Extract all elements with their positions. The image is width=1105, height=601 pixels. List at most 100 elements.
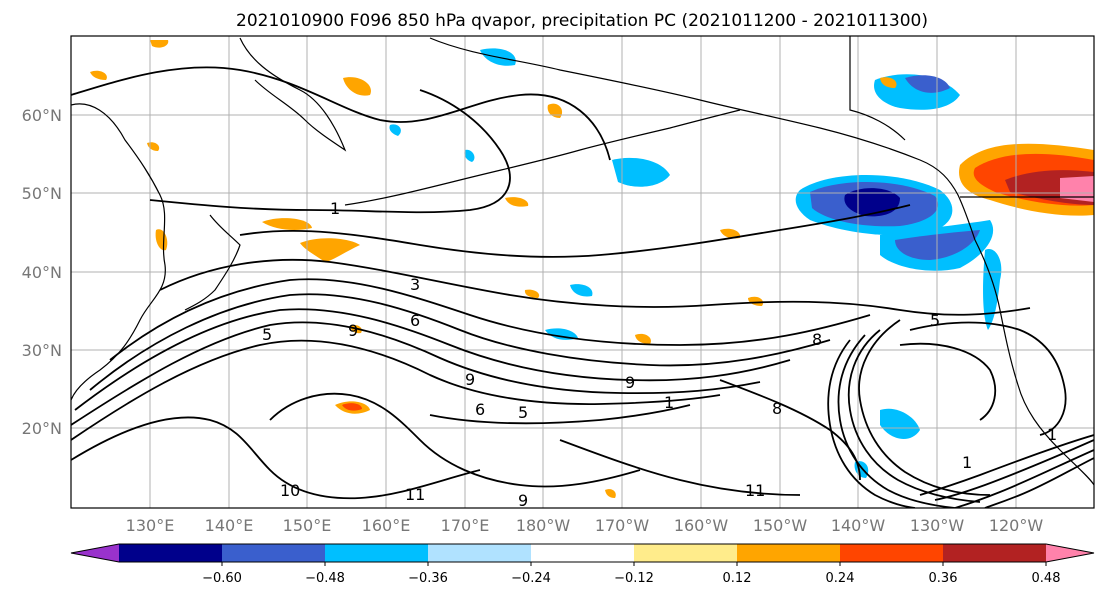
colorbar: [70, 543, 1095, 563]
contour-label: 9: [465, 370, 475, 389]
lon-label: 140°E: [205, 516, 254, 535]
colorbar-swatch: [737, 544, 841, 562]
positive-precip-area: [720, 228, 741, 239]
positive-precip-area: [547, 103, 563, 118]
contour-line: [71, 321, 761, 426]
positive-precip-area: [150, 40, 169, 48]
contour-line: [559, 439, 801, 496]
contour-line: [71, 339, 721, 441]
positive-precip-area: [524, 289, 540, 298]
contour-label: 5: [262, 325, 272, 344]
map-title: 2021010900 F096 850 hPa qvapor, precipit…: [236, 11, 928, 31]
colorbar-swatch: [634, 544, 738, 562]
latitude-labels: 60°N 50°N 40°N 30°N 20°N: [22, 106, 62, 438]
colorbar-tick-label: −0.24: [511, 571, 551, 586]
contour-line: [919, 434, 1094, 496]
negative-precip-area: [464, 149, 475, 162]
contour-line: [984, 457, 1094, 508]
contour-label: 3: [410, 275, 420, 294]
map-frame: [70, 35, 1095, 509]
contour-line: [847, 329, 981, 503]
colorbar-tick-label: 0.36: [929, 571, 958, 586]
contour-line: [719, 379, 861, 481]
contour-label: 1: [1047, 425, 1057, 444]
colorbar-swatch: [222, 544, 326, 562]
contour-label: 1: [330, 199, 340, 218]
map-panel: 1 3 6 5 9 9 6 5 9 10 11 9 1 8 5 1 11 1 8: [70, 35, 1095, 509]
lon-label: 160°E: [362, 516, 411, 535]
positive-precip-area: [343, 77, 371, 96]
contour-label: 6: [475, 400, 485, 419]
lon-label: 140°W: [831, 516, 886, 535]
lon-label: 130°W: [910, 516, 965, 535]
lon-label: 150°W: [753, 516, 808, 535]
contour-line: [71, 66, 611, 161]
coastline-aleutians: [344, 109, 741, 206]
contour-line: [429, 404, 691, 425]
coastline-kamchatka: [239, 37, 347, 152]
colorbar-swatch: [531, 544, 635, 562]
positive-precip-area: [1060, 176, 1094, 202]
colorbar-tick-label: −0.60: [202, 571, 242, 586]
contour-label: 8: [772, 399, 782, 418]
positive-precip-area: [505, 197, 529, 207]
colorbar-tick-label: 0.12: [723, 571, 752, 586]
positive-precip-area: [635, 333, 651, 344]
colorbar-tick-label: −0.12: [614, 571, 654, 586]
lon-label: 170°E: [441, 516, 490, 535]
lon-label: 150°E: [283, 516, 332, 535]
colorbar-swatch: [325, 544, 429, 562]
contour-line: [109, 278, 871, 361]
colorbar-swatch: [428, 544, 532, 562]
negative-precip-area: [880, 408, 920, 440]
colorbar-ticks: −0.60 −0.48 −0.36 −0.24 −0.12 0.12 0.24 0.36 0.4…: [202, 562, 1060, 586]
colorbar-swatch: [119, 544, 223, 562]
contour-label: 5: [518, 403, 528, 422]
contour-label: 11: [405, 485, 425, 504]
longitude-labels: 130°E 140°E 150°E 160°E 170°E 180°W 170°…: [126, 516, 1044, 535]
colorbar-extend-min: [71, 544, 119, 562]
contour-line: [858, 319, 991, 496]
contour-line: [149, 89, 511, 214]
lon-label: 120°W: [989, 516, 1044, 535]
colorbar-tick-label: −0.48: [305, 571, 345, 586]
contour-line: [71, 416, 481, 500]
contour-line: [827, 339, 916, 508]
negative-precip-area: [570, 284, 593, 297]
coastline-asia: [71, 103, 166, 401]
negative-precip-area: [389, 124, 401, 136]
positive-precip-area: [262, 218, 312, 230]
colorbar-outline: [70, 543, 1095, 563]
colorbar-swatch: [840, 544, 944, 562]
colorbar-tick-label: 0.24: [826, 571, 855, 586]
positive-precip-area: [748, 296, 764, 306]
contour-labels: 1 3 6 5 9 9 6 5 9 10 11 9 1 8 5 1 11 1 8: [262, 199, 1057, 508]
coastline-alaska: [429, 37, 976, 241]
positive-precip-area: [90, 70, 107, 80]
contour-label: 5: [930, 311, 940, 330]
positive-precip-area: [880, 77, 897, 88]
lon-label: 170°W: [595, 516, 650, 535]
contour-label: 8: [812, 330, 822, 349]
positive-precip-area: [342, 403, 362, 411]
lat-label: 50°N: [22, 184, 62, 203]
lon-label: 180°W: [516, 516, 571, 535]
contour-label: 6: [410, 311, 420, 330]
lon-label: 160°W: [674, 516, 729, 535]
contour-label: 1: [962, 453, 972, 472]
contour-label: 9: [625, 373, 635, 392]
contour-line: [239, 204, 911, 258]
positive-precip-area: [605, 489, 616, 498]
contour-line: [899, 342, 997, 421]
contour-label: 9: [348, 321, 358, 340]
contour-label: 11: [745, 481, 765, 500]
contour-label: 10: [280, 481, 300, 500]
colorbar-tick-label: −0.36: [408, 571, 448, 586]
contour-line: [269, 392, 641, 488]
contour-line: [74, 308, 791, 411]
positive-precip-area: [300, 238, 360, 262]
colorbar-swatch: [943, 544, 1047, 562]
contour-label: 1: [664, 393, 674, 412]
lon-label: 130°E: [126, 516, 175, 535]
